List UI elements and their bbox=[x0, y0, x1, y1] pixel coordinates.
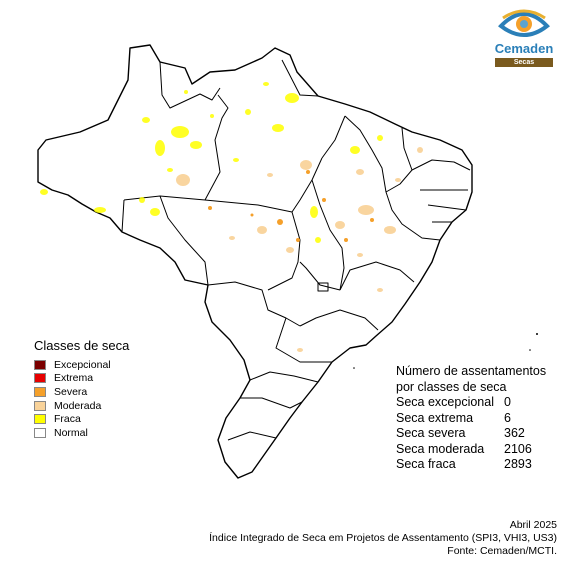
stats-label: Seca extrema bbox=[396, 410, 474, 425]
legend-swatch-fraca bbox=[34, 414, 46, 425]
logo-subtitle: Secas bbox=[495, 58, 553, 67]
stats-row: Seca excepcional 0 bbox=[396, 395, 546, 411]
stats-value: 362 bbox=[504, 426, 525, 440]
legend-label: Excepcional bbox=[54, 358, 111, 371]
settlement-stats: Número de assentamentos por classes de s… bbox=[396, 364, 546, 473]
stats-value: 2106 bbox=[504, 441, 532, 456]
stats-row: Seca extrema 6 bbox=[396, 411, 546, 427]
drought-patches bbox=[40, 82, 423, 352]
legend-swatch-excepcional bbox=[34, 359, 46, 370]
state-borders bbox=[121, 59, 471, 441]
stats-value: 2893 bbox=[504, 457, 532, 471]
footer-date: Abril 2025 bbox=[509, 519, 557, 531]
legend-swatch-normal bbox=[34, 427, 46, 438]
legend-swatch-extrema bbox=[34, 373, 46, 384]
legend-item: Excepcional bbox=[34, 358, 129, 372]
stats-label: Seca excepcional bbox=[396, 395, 494, 409]
eye-icon bbox=[498, 9, 550, 37]
stats-label: Seca moderada bbox=[396, 441, 485, 456]
severa-patches bbox=[208, 170, 374, 242]
stats-row: Seca fraca 2893 bbox=[396, 457, 546, 473]
footer-index: Índice Integrado de Seca em Projetos de … bbox=[209, 532, 557, 545]
footer: Abril 2025 Índice Integrado de Seca em P… bbox=[209, 519, 557, 559]
legend-label: Extrema bbox=[54, 372, 94, 385]
legend-label: Fraca bbox=[54, 413, 81, 426]
legend-swatch-moderada bbox=[34, 400, 46, 411]
cemaden-logo: Cemaden Secas bbox=[489, 4, 559, 67]
stats-label: Seca severa bbox=[396, 426, 466, 440]
stats-value: 6 bbox=[504, 410, 511, 425]
legend-label: Severa bbox=[54, 385, 88, 398]
legend-swatch-severa bbox=[34, 386, 46, 397]
legend-item: Extrema bbox=[34, 372, 129, 386]
stats-value: 0 bbox=[504, 395, 511, 409]
legend-label: Normal bbox=[54, 426, 88, 439]
legend-item: Fraca bbox=[34, 412, 129, 426]
stats-title-line2: por classes de seca bbox=[396, 379, 507, 394]
stats-title-line1: Número de assentamentos bbox=[396, 364, 547, 378]
logo-text: Cemaden bbox=[494, 41, 554, 56]
stats-row: Seca moderada 2106 bbox=[396, 442, 546, 458]
legend-item: Moderada bbox=[34, 399, 129, 413]
stats-row: Seca severa 362 bbox=[396, 426, 546, 442]
islands bbox=[353, 333, 538, 369]
legend: Classes de seca Excepcional Extrema Seve… bbox=[34, 338, 129, 440]
fraca-patches bbox=[40, 82, 383, 243]
legend-label: Moderada bbox=[54, 399, 102, 412]
moderada-patches bbox=[176, 147, 423, 352]
legend-title: Classes de seca bbox=[34, 338, 130, 353]
legend-item: Severa bbox=[34, 385, 129, 399]
footer-source: Fonte: Cemaden/MCTI. bbox=[447, 545, 557, 558]
stats-label: Seca fraca bbox=[396, 457, 456, 471]
brazil-outline bbox=[37, 44, 473, 479]
legend-item: Normal bbox=[34, 426, 129, 440]
